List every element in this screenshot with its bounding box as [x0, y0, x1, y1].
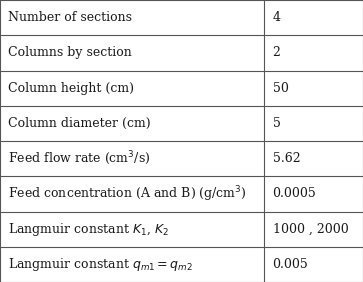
Text: Number of sections: Number of sections: [8, 11, 132, 24]
Text: Langmuir constant $K_1$, $K_2$: Langmuir constant $K_1$, $K_2$: [8, 221, 169, 238]
Text: Column height (cm): Column height (cm): [8, 81, 134, 95]
Text: 5: 5: [273, 117, 281, 130]
Text: Feed concentration (A and B) (g/cm$^3$): Feed concentration (A and B) (g/cm$^3$): [8, 184, 247, 204]
Text: 1000 , 2000: 1000 , 2000: [273, 222, 348, 236]
Text: 0.0005: 0.0005: [273, 187, 317, 201]
Text: Columns by section: Columns by section: [8, 46, 132, 60]
Text: 5.62: 5.62: [273, 152, 300, 165]
Text: Feed flow rate (cm$^3$/s): Feed flow rate (cm$^3$/s): [8, 150, 150, 168]
Text: 2: 2: [273, 46, 281, 60]
Text: Column diameter (cm): Column diameter (cm): [8, 117, 151, 130]
Text: Langmuir constant $q_{m1} = q_{m2}$: Langmuir constant $q_{m1} = q_{m2}$: [8, 256, 193, 273]
Text: 0.005: 0.005: [273, 258, 308, 271]
Text: 50: 50: [273, 81, 289, 95]
Text: 4: 4: [273, 11, 281, 24]
